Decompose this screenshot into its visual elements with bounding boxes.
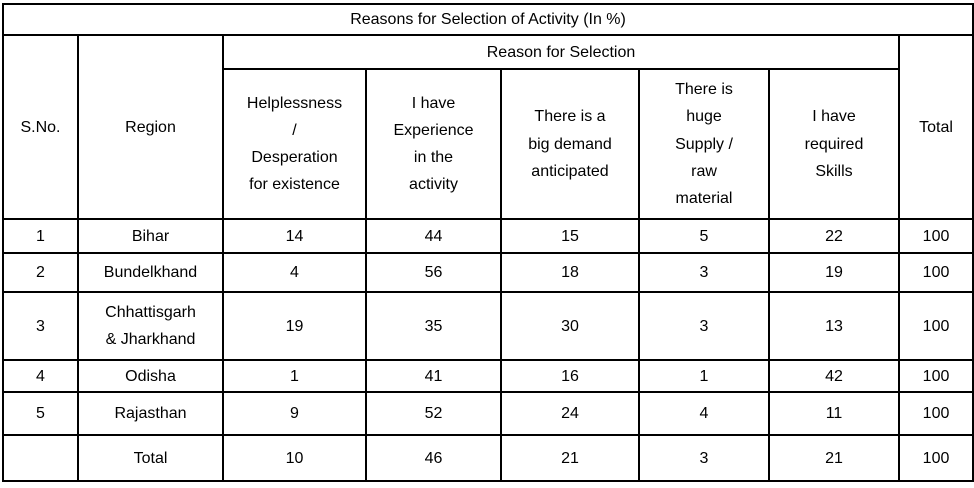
cell-sno: 5 [2, 391, 79, 437]
cell-sno: 1 [2, 218, 79, 255]
cell-total: 100 [897, 434, 974, 483]
cell-reason-value: 3 [638, 434, 770, 483]
cell-reason-value: 30 [500, 291, 640, 362]
cell-reason-value: 21 [500, 434, 640, 483]
cell-total: 100 [897, 252, 974, 294]
reason-header-skills: I have required Skills [768, 68, 900, 221]
header-row-reasons: Helplessness / Desperation for existence… [3, 68, 973, 221]
cell-reason-value: 1 [638, 359, 770, 394]
cell-reason-value: 52 [365, 391, 502, 437]
cell-sno: 2 [2, 252, 79, 294]
reason-header-demand: There is a big demand anticipated [500, 68, 640, 221]
cell-region: Chhattisgarh & Jharkhand [77, 291, 224, 362]
row-chhattisgarh-jharkhand: 3 Chhattisgarh & Jharkhand 19 35 30 3 13… [2, 291, 974, 362]
cell-region: Bihar [77, 218, 224, 255]
header-row-groups: S.No. Region Reason for Selection Total [2, 34, 974, 221]
row-rajasthan: 5 Rajasthan 9 52 24 4 11 100 [2, 391, 974, 437]
reason-group-header: Reason for Selection [222, 34, 900, 71]
cell-sno-empty [2, 434, 79, 483]
col-header-total: Total [897, 34, 974, 221]
cell-reason-value: 44 [365, 218, 502, 255]
cell-reason-value: 14 [222, 218, 367, 255]
cell-reason-value: 56 [365, 252, 502, 294]
cell-total-label: Total [77, 434, 224, 483]
cell-total: 100 [897, 359, 974, 394]
reason-header-supply: There is huge Supply / raw material [638, 68, 770, 221]
cell-region: Bundelkhand [77, 252, 224, 294]
cell-total: 100 [897, 391, 974, 437]
cell-reason-value: 19 [222, 291, 367, 362]
reason-header-helplessness: Helplessness / Desperation for existence [222, 68, 367, 221]
cell-region: Odisha [77, 359, 224, 394]
cell-reason-value: 19 [768, 252, 900, 294]
cell-reason-value: 35 [365, 291, 502, 362]
col-header-sno: S.No. [2, 34, 79, 221]
cell-total: 100 [897, 291, 974, 362]
cell-reason-value: 16 [500, 359, 640, 394]
cell-reason-value: 22 [768, 218, 900, 255]
cell-reason-value: 10 [222, 434, 367, 483]
cell-reason-value: 1 [222, 359, 367, 394]
cell-reason-value: 4 [222, 252, 367, 294]
cell-reason-value: 9 [222, 391, 367, 437]
reason-header-experience: I have Experience in the activity [365, 68, 502, 221]
cell-sno: 4 [2, 359, 79, 394]
cell-reason-value: 3 [638, 291, 770, 362]
row-total: Total 10 46 21 3 21 100 [2, 434, 974, 483]
cell-reason-value: 5 [638, 218, 770, 255]
cell-sno: 3 [2, 291, 79, 362]
cell-region: Rajasthan [77, 391, 224, 437]
cell-reason-value: 4 [638, 391, 770, 437]
cell-reason-value: 21 [768, 434, 900, 483]
cell-reason-value: 42 [768, 359, 900, 394]
col-header-region: Region [77, 34, 224, 221]
cell-reason-value: 46 [365, 434, 502, 483]
cell-total: 100 [897, 218, 974, 255]
cell-reason-value: 3 [638, 252, 770, 294]
cell-reason-value: 15 [500, 218, 640, 255]
cell-reason-value: 18 [500, 252, 640, 294]
title-row: Reasons for Selection of Activity (In %) [1, 2, 974, 37]
row-bundelkhand: 2 Bundelkhand 4 56 18 3 19 100 [2, 252, 974, 294]
table-title: Reasons for Selection of Activity (In %) [1, 2, 974, 37]
cell-reason-value: 24 [500, 391, 640, 437]
row-bihar: 1 Bihar 14 44 15 5 22 100 [2, 218, 974, 255]
cell-reason-value: 41 [365, 359, 502, 394]
cell-reason-value: 11 [768, 391, 900, 437]
cell-reason-value: 13 [768, 291, 900, 362]
row-odisha: 4 Odisha 1 41 16 1 42 100 [2, 359, 974, 394]
